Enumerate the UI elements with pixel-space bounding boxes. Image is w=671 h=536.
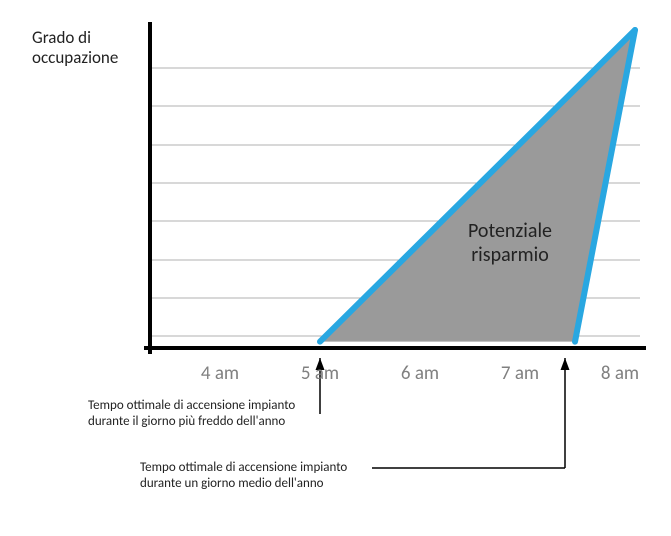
area-label-line2: risparmio (471, 243, 549, 267)
area-label: Potenziale risparmio (468, 219, 552, 267)
chart-container: Grado di occupazione Potenziale risparmi… (0, 0, 671, 536)
x-tick-label: 4 am (201, 362, 239, 385)
chart-svg (0, 0, 671, 536)
x-tick-label: 8 am (601, 362, 639, 385)
x-tick-label: 6 am (401, 362, 439, 385)
area-label-line1: Potenziale (468, 219, 552, 243)
x-tick-label: 5 am (301, 362, 339, 385)
callout-1: Tempo ottimale di accensione impianto du… (88, 398, 318, 431)
callout-2: Tempo ottimale di accensione impianto du… (140, 460, 370, 493)
x-tick-label: 7 am (501, 362, 539, 385)
